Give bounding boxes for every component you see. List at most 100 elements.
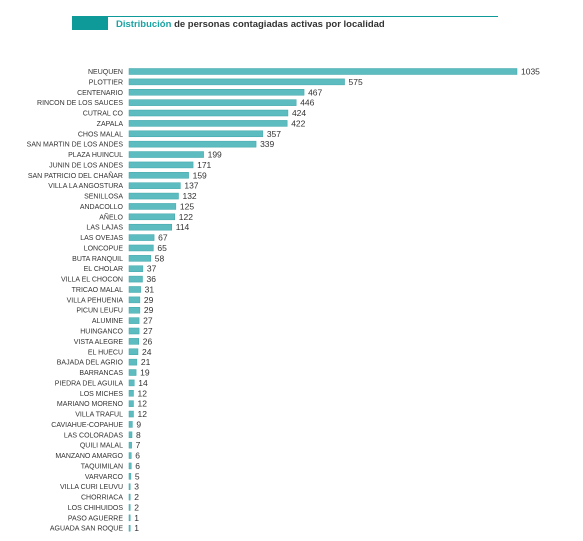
category-label: TAQUIMILAN: [81, 463, 123, 470]
value-label: 6: [135, 461, 140, 471]
category-label: SAN MARTIN DE LOS ANDES: [27, 142, 124, 149]
bar: [128, 161, 194, 169]
category-label: PIEDRA DEL AGUILA: [55, 380, 124, 387]
category-label: AGUADA SAN ROQUE: [50, 526, 123, 533]
value-label: 5: [135, 471, 140, 481]
category-label: VARVARCO: [85, 474, 124, 481]
value-label: 339: [260, 139, 274, 149]
value-label: 446: [300, 98, 314, 108]
category-label: VISTA ALEGRE: [74, 339, 124, 346]
value-label: 67: [158, 233, 168, 243]
bar: [128, 514, 131, 522]
category-label: JUNIN DE LOS ANDES: [49, 162, 123, 169]
value-label: 24: [142, 347, 152, 357]
bar: [128, 140, 257, 148]
category-label: PLOTTIER: [89, 79, 123, 86]
value-label: 3: [134, 482, 139, 492]
bar: [128, 358, 138, 366]
bar: [128, 234, 155, 241]
value-label: 21: [141, 357, 151, 367]
value-label: 199: [208, 150, 222, 160]
value-label: 159: [193, 170, 207, 180]
bar: [128, 89, 305, 96]
category-label: EL HUECU: [88, 349, 123, 356]
bar: [128, 78, 345, 86]
category-label: HUINGANCO: [80, 329, 123, 336]
bar: [128, 99, 297, 106]
bar: [128, 317, 140, 324]
chart-title-rest: de personas contagiadas activas por loca…: [174, 19, 385, 30]
value-label: 2: [134, 502, 139, 512]
bar: [128, 120, 288, 127]
bar: [128, 203, 177, 210]
value-label: 422: [291, 118, 305, 128]
bar: [128, 410, 134, 418]
category-label: QUILI MALAL: [80, 443, 123, 450]
value-label: 424: [292, 108, 306, 118]
category-label: CAVIAHUE-COPAHUE: [51, 422, 123, 429]
category-label: SAN PATRICIO DEL CHAÑAR: [28, 171, 123, 180]
category-label: CHOS MALAL: [78, 131, 123, 138]
bar: [128, 379, 135, 387]
category-label: VILLA PEHUENIA: [67, 297, 124, 304]
value-label: 6: [135, 451, 140, 461]
bar: [128, 524, 131, 532]
category-label: VILLA TRAFUL: [75, 412, 123, 419]
category-label: ZAPALA: [97, 121, 124, 128]
value-label: 8: [136, 430, 141, 440]
value-label: 2: [134, 492, 139, 502]
category-label: MARIANO MORENO: [57, 401, 124, 408]
value-label: 122: [179, 212, 193, 222]
bar: [128, 493, 131, 501]
value-label: 7: [136, 440, 141, 450]
bar: [128, 400, 134, 407]
value-label: 65: [157, 243, 167, 253]
bar: [128, 151, 204, 158]
value-label: 37: [147, 264, 157, 274]
bar: [128, 68, 518, 75]
chart-title: Distribución de personas contagiadas act…: [116, 19, 385, 30]
category-label: MANZANO AMARGO: [55, 453, 123, 460]
category-label: VILLA EL CHOCON: [61, 277, 123, 284]
category-label: SENILLOSA: [84, 194, 123, 201]
bar: [128, 296, 141, 304]
category-label: CHORRIACA: [81, 495, 123, 502]
value-label: 29: [144, 305, 154, 315]
category-label: PICUN LEUFU: [76, 308, 123, 315]
bar: [128, 265, 144, 272]
value-label: 467: [308, 87, 322, 97]
bar: [128, 286, 141, 293]
title-accent-block: [72, 16, 108, 30]
category-label: ALUMINE: [92, 318, 123, 325]
category-label: CUTRAL CO: [83, 111, 124, 118]
value-label: 27: [143, 316, 153, 326]
value-label: 575: [349, 77, 363, 87]
category-label: LAS LAJAS: [86, 225, 123, 232]
category-label: VILLA LA ANGOSTURA: [48, 183, 123, 190]
value-label: 9: [136, 419, 141, 429]
bar: [128, 192, 179, 200]
category-label: AÑELO: [99, 212, 123, 221]
value-label: 36: [146, 274, 156, 284]
chart-title-accent: Distribución: [116, 19, 172, 30]
value-label: 137: [184, 181, 198, 191]
value-label: 1: [134, 513, 139, 523]
value-label: 1: [134, 523, 139, 533]
category-label: TRICAO MALAL: [72, 287, 123, 294]
value-label: 27: [143, 326, 153, 336]
bar: [128, 172, 189, 179]
bar: [128, 473, 132, 480]
bar: [128, 421, 133, 428]
category-label: BAJADA DEL AGRIO: [57, 360, 124, 367]
bar: [128, 244, 154, 252]
value-label: 12: [137, 388, 147, 398]
bar: [128, 338, 139, 345]
category-label: LAS OVEJAS: [80, 235, 123, 242]
category-label: LOS CHIHUIDOS: [68, 505, 124, 512]
bar: [128, 462, 132, 470]
value-label: 26: [143, 336, 153, 346]
bar: [128, 483, 131, 490]
category-label: LOS MICHES: [80, 391, 124, 398]
value-label: 132: [182, 191, 196, 201]
